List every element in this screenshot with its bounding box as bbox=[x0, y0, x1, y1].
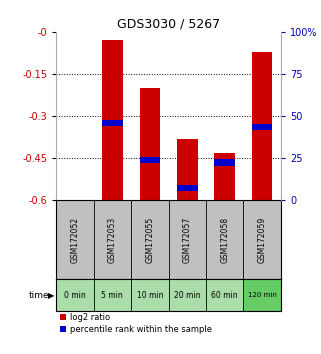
Text: 0 min: 0 min bbox=[64, 291, 86, 300]
Text: GSM172055: GSM172055 bbox=[145, 217, 154, 263]
Text: time: time bbox=[29, 291, 50, 300]
Text: GSM172058: GSM172058 bbox=[220, 217, 229, 263]
Bar bbox=[140, 156, 160, 163]
Text: 10 min: 10 min bbox=[136, 291, 163, 300]
Bar bbox=[252, 124, 273, 130]
Bar bbox=[214, 159, 235, 166]
Text: 120 min: 120 min bbox=[248, 292, 277, 298]
Text: 60 min: 60 min bbox=[212, 291, 238, 300]
Bar bbox=[252, 52, 273, 203]
Bar bbox=[177, 138, 197, 203]
Text: ▶: ▶ bbox=[48, 291, 55, 300]
Text: GSM172053: GSM172053 bbox=[108, 217, 117, 263]
Text: 20 min: 20 min bbox=[174, 291, 201, 300]
Bar bbox=[243, 279, 281, 311]
Title: GDS3030 / 5267: GDS3030 / 5267 bbox=[117, 18, 220, 31]
Bar bbox=[102, 40, 123, 203]
Legend: log2 ratio, percentile rank within the sample: log2 ratio, percentile rank within the s… bbox=[60, 313, 212, 334]
Text: 5 min: 5 min bbox=[101, 291, 123, 300]
Text: GSM172052: GSM172052 bbox=[70, 217, 79, 263]
Bar bbox=[214, 153, 235, 203]
Text: GSM172059: GSM172059 bbox=[258, 217, 267, 263]
Bar bbox=[177, 185, 197, 191]
Bar bbox=[140, 88, 160, 203]
Bar bbox=[102, 120, 123, 126]
Text: GSM172057: GSM172057 bbox=[183, 217, 192, 263]
